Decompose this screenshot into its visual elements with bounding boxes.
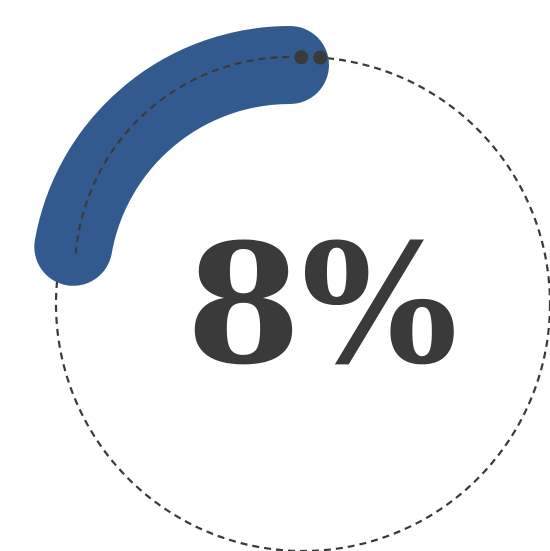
start-marker-dot — [294, 50, 309, 65]
end-marker-dot — [313, 50, 328, 65]
leader-line — [74, 55, 302, 254]
percent-value: 8% — [186, 207, 458, 401]
